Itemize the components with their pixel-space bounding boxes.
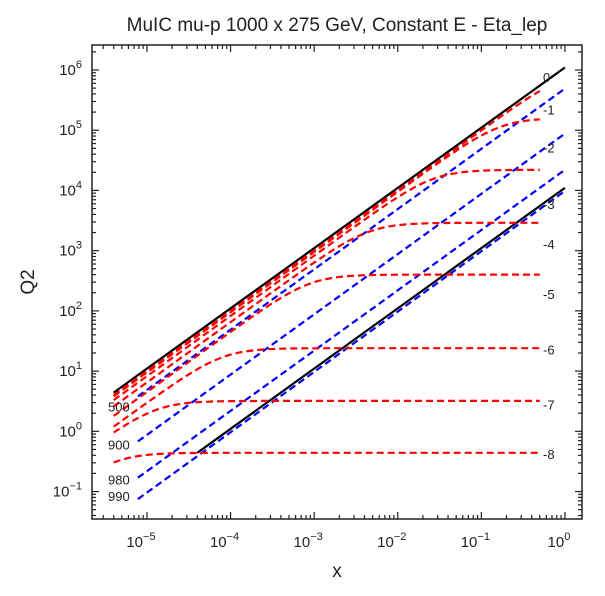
y-tick-label: 105 [59, 119, 82, 139]
energy-label: 980 [108, 472, 130, 487]
x-tick-label: 10−5 [126, 531, 155, 551]
axis-ticks: 10−5 10−4 10−3 10−2 10−1 100 10−1 100 101 102 103 1… [53, 45, 582, 551]
y-tick-label: 103 [59, 240, 82, 260]
energy-label: 500 [108, 399, 130, 414]
energy-label: 900 [108, 438, 130, 453]
series-eta-4 [113, 273, 540, 417]
x-tick-label: 10−4 [210, 531, 239, 551]
plot-area [113, 66, 566, 500]
y-tick-label: 10−1 [53, 481, 82, 501]
y-tick-label: 104 [59, 179, 82, 199]
y-tick-label: 102 [59, 300, 82, 320]
series-e-500 [137, 87, 566, 398]
x-axis-label: x [332, 561, 342, 582]
y-axis-label: Q2 [18, 269, 39, 294]
annotations: 0 -1 -2 -3 -4 -5 -6 -7 -8 500 900 980 990 [108, 70, 555, 504]
eta-label: -8 [543, 447, 555, 462]
energy-label: 990 [108, 489, 130, 504]
eta-label: -1 [543, 103, 555, 118]
series-eta-2 [113, 168, 540, 401]
series-kinematic-limit-y-1 [113, 66, 566, 394]
eta-label: -2 [543, 140, 555, 155]
eta-label: 0 [543, 70, 550, 85]
series-eta-6 [113, 399, 540, 434]
series-eta-5 [113, 347, 540, 428]
chart-title: MuIC mu-p 1000 x 275 GeV, Constant E - E… [127, 15, 548, 36]
x-tick-label: 10−1 [461, 531, 490, 551]
eta-label: -5 [543, 287, 555, 302]
eta-label: -6 [543, 342, 555, 357]
series-e-980 [137, 168, 566, 479]
series-eta-7 [113, 451, 540, 464]
y-tick-label: 106 [59, 59, 82, 79]
series-eta-3 [113, 221, 540, 408]
y-tick-label: 100 [59, 420, 82, 440]
eta-label: -4 [543, 237, 555, 252]
y-tick-label: 101 [59, 360, 82, 380]
series-y-0-01-limit [196, 187, 566, 454]
x-tick-label: 100 [548, 531, 571, 551]
series-e-900 [137, 132, 566, 443]
x-tick-label: 10−2 [377, 531, 406, 551]
plot-frame [91, 44, 583, 520]
eta-label: -3 [543, 197, 555, 212]
eta-label: -7 [543, 397, 555, 412]
x-tick-label: 10−3 [294, 531, 323, 551]
